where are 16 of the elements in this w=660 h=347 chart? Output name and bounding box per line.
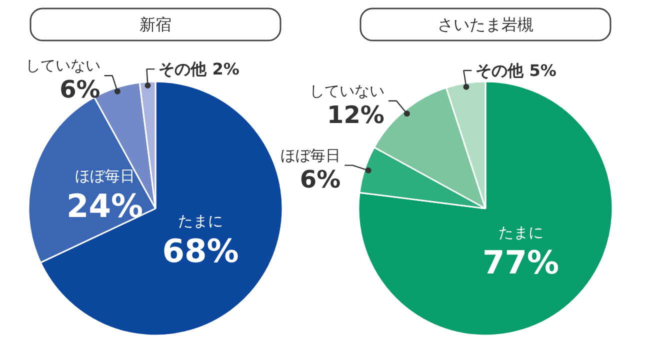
slice-label: たまに	[178, 212, 224, 230]
data-label: 68%	[162, 232, 239, 270]
data-label: 6%	[300, 165, 341, 194]
data-label: 77%	[482, 244, 560, 282]
chart-title: 新宿	[140, 15, 172, 34]
data-label: 24%	[66, 187, 144, 226]
slice-label: していない	[309, 82, 384, 100]
slice-label: たまに	[498, 224, 544, 242]
data-label: 12%	[327, 100, 384, 129]
slice-label: ほぼ毎日	[74, 167, 135, 186]
chart-title: さいたま岩槻	[438, 15, 534, 34]
slice-label: その他 2%	[158, 60, 240, 79]
slice-label: その他 5%	[476, 61, 556, 80]
slice-label: していない	[25, 56, 100, 75]
data-label: 6%	[60, 76, 100, 104]
slice-label: ほぼ毎日	[280, 146, 341, 164]
